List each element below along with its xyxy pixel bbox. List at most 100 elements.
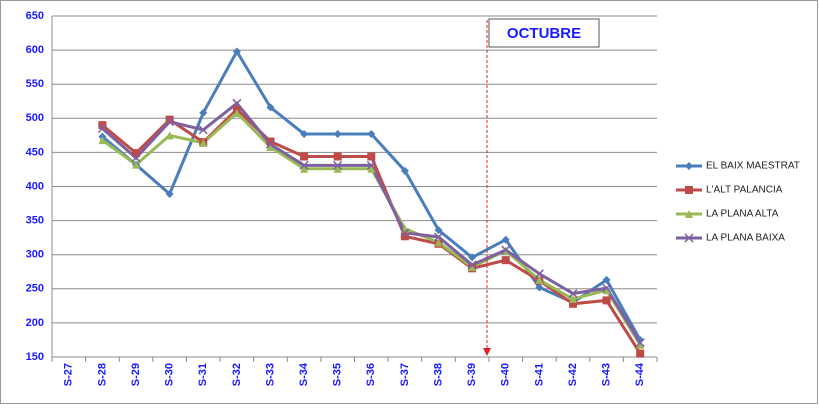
data-point — [636, 349, 645, 358]
data-point — [198, 125, 208, 135]
y-tick-label: 250 — [26, 283, 44, 295]
data-point — [568, 295, 577, 304]
y-tick-label: 150 — [26, 351, 44, 363]
data-point — [433, 232, 444, 242]
x-tick-label: S-43 — [600, 363, 612, 386]
data-point — [602, 296, 611, 305]
y-tick-label: 450 — [26, 146, 44, 158]
data-point — [366, 160, 376, 170]
legend-label: EL BAIX MAESTRAT — [706, 161, 800, 172]
plot: 150 200 250 300 350 400 450 500 550 600 650 S-27 S-2… — [26, 10, 800, 386]
y-tick-label: 550 — [26, 78, 44, 90]
legend-marker — [685, 210, 693, 218]
data-point — [568, 299, 577, 308]
data-point — [333, 160, 343, 170]
data-point — [266, 103, 275, 112]
x-tick-label: S-31 — [197, 363, 209, 386]
data-point — [501, 256, 510, 265]
y-tick-label: 350 — [26, 215, 44, 227]
data-point — [300, 152, 309, 161]
legend-marker — [685, 186, 693, 194]
data-point — [131, 153, 141, 163]
y-tick-label: 650 — [26, 10, 44, 22]
x-tick-label: S-40 — [500, 363, 512, 386]
data-point — [434, 226, 443, 235]
x-tick-label: S-35 — [332, 363, 344, 386]
data-point — [333, 164, 342, 173]
arrow-head — [483, 348, 491, 356]
data-point — [300, 164, 309, 173]
annotation-box — [488, 18, 600, 48]
data-point — [266, 137, 275, 146]
y-tick-label: 200 — [26, 317, 44, 329]
x-tick-label: S-30 — [164, 363, 176, 386]
x-tick-label: S-32 — [231, 363, 243, 386]
data-point — [535, 283, 544, 292]
data-point — [400, 232, 409, 241]
legend-label: LA PLANA BAIXA — [706, 233, 785, 244]
data-point — [367, 152, 376, 161]
x-tick-label: S-34 — [298, 362, 310, 386]
x-tick-label: S-37 — [399, 363, 411, 386]
data-point — [534, 269, 544, 279]
data-point — [300, 129, 309, 138]
data-point — [199, 138, 208, 147]
x-tick-label: S-29 — [130, 363, 142, 386]
data-point — [400, 228, 410, 238]
data-point — [97, 123, 107, 134]
data-point — [232, 47, 241, 56]
legend-marker — [684, 233, 694, 243]
data-point — [635, 338, 645, 348]
data-point — [299, 160, 309, 170]
data-point — [501, 235, 510, 244]
x-tick-label: S-27 — [63, 363, 75, 386]
legend-marker — [685, 162, 693, 170]
data-point — [265, 139, 276, 149]
x-tick-label: S-42 — [567, 363, 579, 386]
annotation: OCTUBRE — [507, 25, 581, 42]
data-point — [568, 289, 578, 299]
data-point — [165, 131, 174, 140]
data-point — [501, 245, 511, 255]
data-point — [434, 238, 443, 247]
y-tick-label: 500 — [26, 112, 44, 124]
data-point — [400, 166, 409, 175]
x-tick-label: S-41 — [533, 363, 545, 386]
data-point — [132, 160, 141, 169]
data-point — [602, 275, 611, 284]
data-point — [266, 142, 275, 151]
data-point — [232, 98, 242, 108]
data-point — [165, 117, 175, 127]
data-point — [468, 253, 477, 262]
legend-label: LA PLANA ALTA — [706, 209, 779, 220]
x-tick-label: S-39 — [466, 363, 478, 386]
data-point — [636, 335, 645, 344]
data-point — [165, 115, 174, 124]
x-tick-label: S-36 — [365, 363, 377, 386]
y-tick-label: 400 — [26, 180, 44, 192]
data-point — [636, 340, 645, 349]
y-tick-label: 600 — [26, 44, 44, 56]
data-point — [602, 286, 611, 295]
y-tick-label: 300 — [26, 249, 44, 261]
legend-label: L'ALT PALANCIA — [706, 185, 783, 196]
data-point — [333, 129, 342, 138]
data-point — [467, 260, 477, 270]
data-point — [367, 164, 376, 173]
data-point — [468, 262, 477, 271]
data-point — [232, 108, 241, 117]
data-point — [367, 129, 376, 138]
data-point — [199, 108, 208, 117]
data-point — [98, 136, 107, 145]
data-point — [98, 121, 107, 130]
data-point — [165, 190, 174, 199]
x-tick-label: S-38 — [432, 363, 444, 386]
x-tick-label: S-33 — [264, 363, 276, 386]
x-tick-label: S-44 — [634, 362, 646, 386]
data-point — [333, 152, 342, 161]
x-tick-label: S-28 — [96, 363, 108, 386]
data-point — [535, 275, 544, 284]
data-point — [602, 283, 612, 293]
